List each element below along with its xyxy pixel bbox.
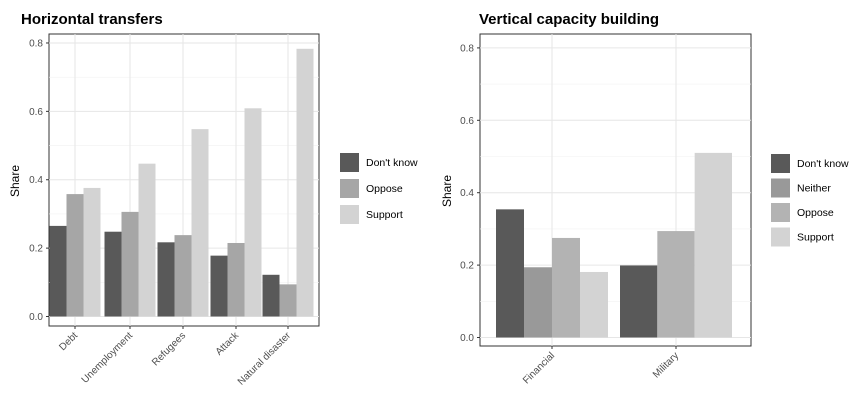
bar-military-support: [694, 152, 732, 338]
legend-label: Neither: [797, 183, 831, 195]
bar-refugees-oppose: [174, 235, 192, 317]
bar-debt-oppose: [66, 194, 84, 317]
legend-swatch: [771, 154, 790, 173]
y-tick-label: 0.0: [460, 333, 474, 344]
bar-financial-support: [580, 271, 608, 338]
legend-label: Don't know: [797, 158, 849, 170]
bar-natural-disaster-oppose: [279, 284, 297, 317]
bar-attack-support: [244, 108, 262, 317]
bar-natural-disaster-support: [296, 48, 314, 317]
chart-title: Horizontal transfers: [21, 11, 163, 28]
x-tick-label: Refugees: [150, 330, 188, 368]
legend-swatch: [340, 205, 359, 224]
bar-debt-support: [83, 187, 101, 317]
legend-swatch: [771, 178, 790, 198]
y-tick-label: 0.0: [29, 312, 43, 323]
legend-swatch: [771, 203, 790, 222]
bars: [49, 48, 314, 317]
y-tick-label: 0.8: [29, 38, 43, 49]
bar-military-oppose: [657, 231, 695, 338]
legend-label: Support: [366, 209, 403, 221]
legend-label: Oppose: [797, 207, 834, 219]
y-tick-label: 0.6: [29, 107, 43, 118]
bar-financial-don-t-know: [496, 209, 524, 338]
legend-label: Oppose: [366, 183, 403, 195]
y-tick-label: 0.2: [460, 261, 474, 272]
legend-label: Support: [797, 232, 834, 244]
x-tick-label: Natural disaster: [236, 330, 294, 388]
legend: Don't know Oppose Support: [340, 153, 418, 224]
x-tick-label: Military: [651, 350, 681, 380]
bar-unemployment-don-t-know: [104, 231, 122, 317]
bar-debt-don-t-know: [49, 225, 67, 317]
chart-title: Vertical capacity building: [479, 11, 659, 28]
legend-swatch: [340, 153, 359, 172]
y-axis-ticks: 0.0 0.2 0.4 0.6 0.8: [460, 43, 480, 344]
chart-horizontal-transfers: Horizontal transfers 0.0 0.2 0.4 0.6 0.8 Deb…: [8, 11, 418, 388]
bar-attack-oppose: [227, 242, 245, 317]
bar-financial-oppose: [552, 237, 580, 338]
bar-military-don-t-know: [620, 265, 658, 338]
x-axis-ticks: Financial Military: [521, 346, 681, 386]
y-axis-ticks: 0.0 0.2 0.4 0.6 0.8: [29, 38, 49, 323]
legend-swatch: [771, 227, 790, 247]
bar-unemployment-oppose: [121, 211, 139, 317]
x-tick-label: Debt: [57, 330, 80, 353]
y-tick-label: 0.2: [29, 244, 43, 255]
bar-financial-neither: [524, 267, 552, 338]
x-tick-label: Unemployment: [80, 330, 135, 385]
x-tick-label: Attack: [214, 330, 242, 358]
bar-refugees-support: [191, 129, 209, 317]
y-tick-label: 0.8: [460, 43, 474, 54]
y-axis-label: Share: [440, 175, 454, 207]
x-tick-label: Financial: [521, 350, 557, 386]
chart-vertical-capacity-building: Vertical capacity building 0.00.20.40.60…: [440, 11, 849, 386]
y-tick-label: 0.4: [29, 175, 43, 186]
legend-label: Don't know: [366, 157, 418, 169]
bar-natural-disaster-don-t-know: [262, 274, 280, 317]
y-tick-label: 0.4: [460, 188, 474, 199]
bar-unemployment-support: [138, 163, 156, 317]
legend: Don't know Neither Oppose Support: [771, 154, 849, 247]
y-axis-label: Share: [8, 165, 22, 197]
y-tick-label: 0.6: [460, 116, 474, 127]
legend-swatch: [340, 179, 359, 198]
bar-attack-don-t-know: [210, 255, 228, 317]
bar-refugees-don-t-know: [157, 242, 175, 317]
bars: [496, 152, 732, 338]
